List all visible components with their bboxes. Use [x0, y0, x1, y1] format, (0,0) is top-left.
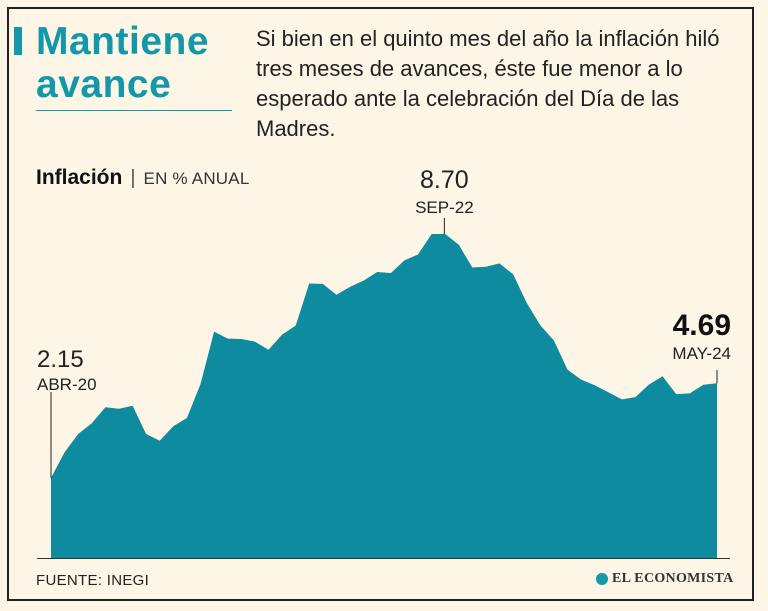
- headline-line-1: Mantiene: [36, 20, 210, 63]
- peak-date-label: SEP-22: [415, 198, 474, 217]
- chart-title-main: Inflación: [36, 166, 123, 189]
- lede-text: Si bien en el quinto mes del año la infl…: [256, 26, 720, 141]
- start-value-label: 2.15: [37, 346, 84, 373]
- headline-accent-bar: [14, 27, 22, 55]
- end-value-label: 4.69: [673, 309, 731, 342]
- peak-value-label: 8.70: [420, 166, 469, 194]
- headline-underline: [36, 110, 232, 111]
- source-note: FUENTE: INEGI: [36, 572, 150, 589]
- inflation-area: [51, 234, 717, 558]
- brand-name: EL ECONOMISTA: [612, 571, 734, 586]
- headline: Mantiene avance: [36, 20, 209, 106]
- start-date-label: ABR-20: [37, 375, 97, 394]
- chart-unit-label: EN % ANUAL: [143, 169, 250, 188]
- headline-line-2: avance: [36, 63, 172, 106]
- chart-title-separator: |: [130, 167, 136, 189]
- eye-globe-icon: [596, 573, 608, 585]
- brand-logo: EL ECONOMISTA: [596, 571, 734, 587]
- end-date-label: MAY-24: [672, 344, 731, 363]
- chart-title: Inflación | EN % ANUAL: [36, 166, 249, 190]
